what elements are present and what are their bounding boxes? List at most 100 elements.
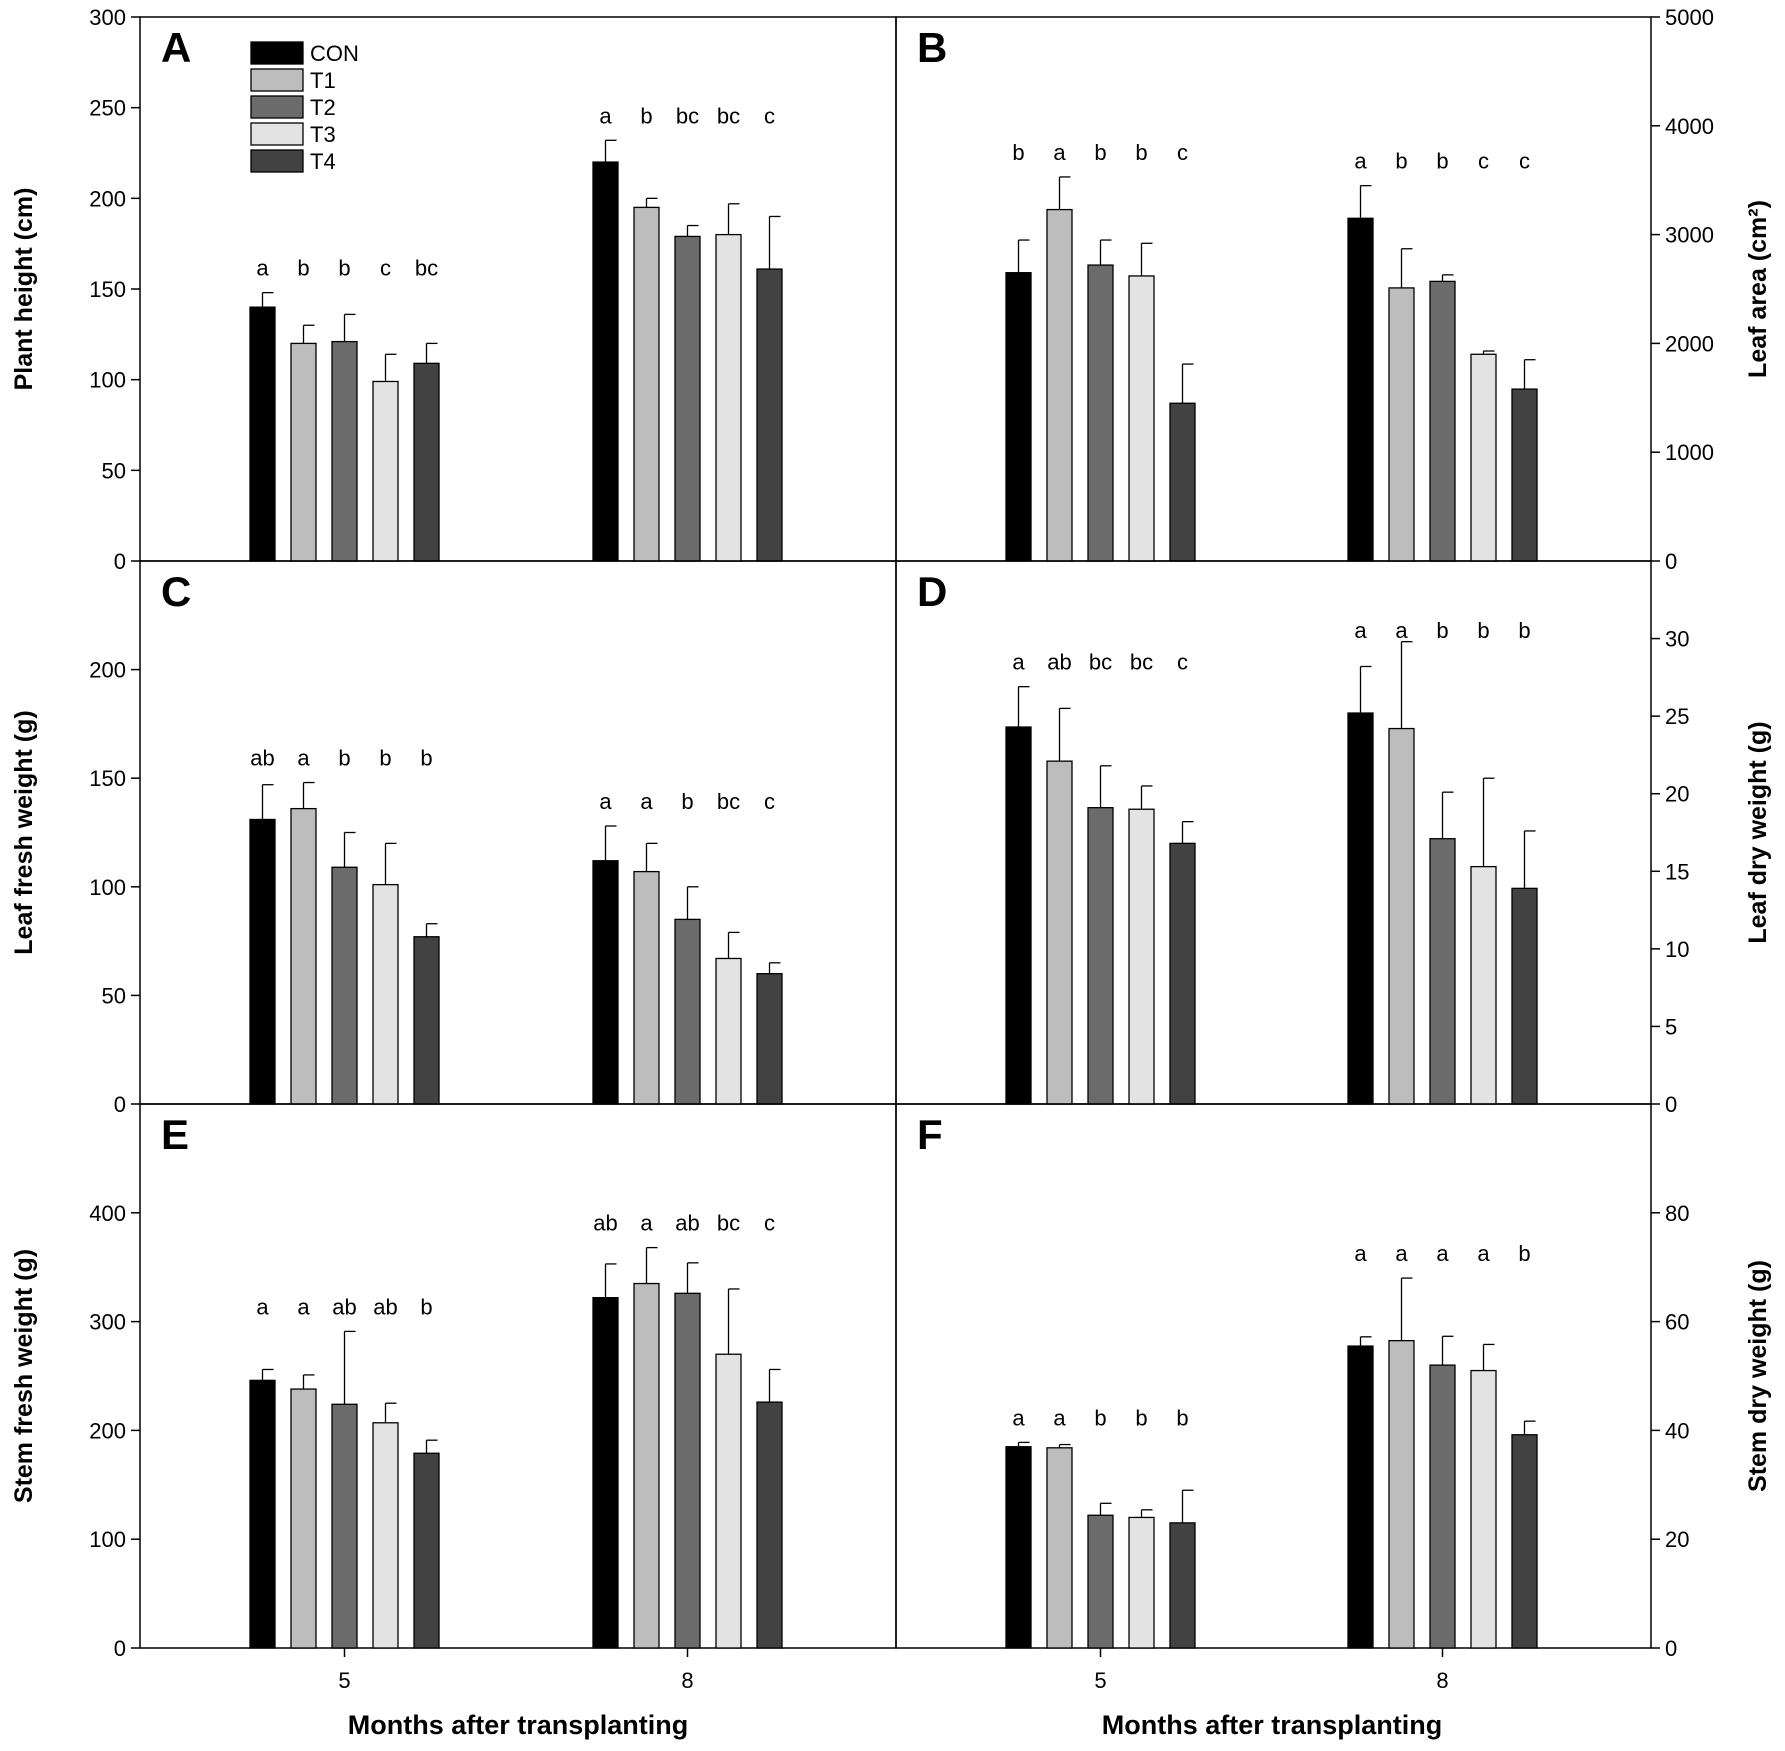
bar-CON <box>1005 1446 1032 1649</box>
bar-T3 <box>715 957 742 1105</box>
bar-T4 <box>1169 402 1196 562</box>
significance-letter: a <box>297 746 310 771</box>
y-tick-label: 0 <box>1665 549 1677 574</box>
bar-T4 <box>1169 842 1196 1105</box>
bar-T2 <box>674 918 701 1105</box>
bar-T4 <box>756 268 783 562</box>
bar-CON <box>592 860 619 1105</box>
x-tick-label: 5 <box>1094 1668 1106 1693</box>
bar-T3 <box>372 883 399 1105</box>
y-tick-label: 0 <box>1665 1636 1677 1661</box>
panel-letter: E <box>161 1111 189 1158</box>
bar-T4 <box>1511 388 1538 562</box>
legend-swatch-T1 <box>250 68 304 92</box>
bar-T2 <box>1429 838 1456 1105</box>
significance-letter: c <box>764 1211 775 1236</box>
significance-letter: a <box>256 1294 269 1319</box>
bar-T3 <box>1470 865 1497 1105</box>
significance-letter: a <box>599 789 612 814</box>
bar-T2 <box>1429 1364 1456 1649</box>
significance-letter: a <box>1354 618 1367 643</box>
bar-CON <box>249 818 276 1105</box>
y-tick-label: 80 <box>1665 1201 1689 1226</box>
bar-CON <box>1005 726 1032 1105</box>
significance-letter: a <box>1395 1241 1408 1266</box>
bar-T1 <box>1046 760 1073 1105</box>
y-tick-label: 25 <box>1665 704 1689 729</box>
significance-letter: bc <box>1089 650 1112 675</box>
y-tick-label: 150 <box>89 277 126 302</box>
significance-letter: c <box>764 103 775 128</box>
significance-letter: ab <box>675 1211 699 1236</box>
y-tick-label: 20 <box>1665 1527 1689 1552</box>
y-tick-label: 100 <box>89 1527 126 1552</box>
legend-label-T1: T1 <box>310 68 336 93</box>
bar-T4 <box>413 936 440 1105</box>
y-tick-label: 100 <box>89 368 126 393</box>
bar-T2 <box>1087 1514 1114 1649</box>
y-tick-label: 100 <box>89 875 126 900</box>
significance-letter: b <box>1012 140 1024 165</box>
bar-T3 <box>1470 1369 1497 1649</box>
significance-letter: b <box>1436 618 1448 643</box>
bar-T3 <box>1128 275 1155 562</box>
significance-letter: a <box>1395 618 1408 643</box>
significance-letter: a <box>1436 1241 1449 1266</box>
significance-letter: ab <box>250 746 274 771</box>
significance-letter: c <box>380 256 391 281</box>
y-tick-label: 4000 <box>1665 114 1714 139</box>
y-axis-label: Stem dry weight (g) <box>1744 1260 1772 1492</box>
significance-letter: a <box>640 789 653 814</box>
significance-letter: a <box>1354 1241 1367 1266</box>
y-tick-label: 15 <box>1665 859 1689 884</box>
significance-letter: b <box>338 256 350 281</box>
panel-F: 0 20 40 60 80 Stem dry weight (g) F 5 8 a a b b b a a a a… <box>895 1103 1772 1693</box>
y-tick-label: 5000 <box>1665 5 1714 30</box>
bar-T1 <box>290 807 317 1105</box>
bar-T1 <box>633 870 660 1105</box>
significance-letter: b <box>297 256 309 281</box>
significance-letter: c <box>764 789 775 814</box>
significance-letter: ab <box>593 1211 617 1236</box>
significance-letter: b <box>420 746 432 771</box>
x-tick-label: 8 <box>1436 1668 1448 1693</box>
y-tick-label: 50 <box>102 983 126 1008</box>
bar-T2 <box>331 1403 358 1649</box>
bar-T3 <box>715 233 742 562</box>
significance-letter: b <box>379 746 391 771</box>
significance-letter: c <box>1177 140 1188 165</box>
bar-T3 <box>1470 353 1497 562</box>
bar-T1 <box>633 1282 660 1649</box>
y-tick-label: 400 <box>89 1201 126 1226</box>
bar-T4 <box>413 1452 440 1649</box>
panel-frame <box>895 1103 1652 1649</box>
bar-T4 <box>756 973 783 1105</box>
bar-CON <box>249 306 276 562</box>
bar-T3 <box>715 1353 742 1649</box>
y-tick-label: 20 <box>1665 782 1689 807</box>
panel-letter: C <box>161 568 191 615</box>
y-tick-label: 60 <box>1665 1310 1689 1335</box>
bar-T3 <box>1128 808 1155 1105</box>
significance-letter: c <box>1519 149 1530 174</box>
y-tick-label: 0 <box>114 1092 126 1117</box>
bar-T3 <box>1128 1516 1155 1649</box>
significance-letter: bc <box>717 1211 740 1236</box>
legend-label-T4: T4 <box>310 149 336 174</box>
significance-letter: a <box>1053 1405 1066 1430</box>
bar-T4 <box>1511 1434 1538 1649</box>
y-tick-label: 300 <box>89 1310 126 1335</box>
y-tick-label: 250 <box>89 96 126 121</box>
legend-swatch-T4 <box>250 149 304 173</box>
bar-CON <box>249 1379 276 1649</box>
panel-letter: A <box>161 24 191 71</box>
y-tick-label: 0 <box>114 1636 126 1661</box>
bar-CON <box>592 161 619 562</box>
y-tick-label: 150 <box>89 766 126 791</box>
legend-swatch-T2 <box>250 95 304 119</box>
bar-CON <box>592 1297 619 1649</box>
